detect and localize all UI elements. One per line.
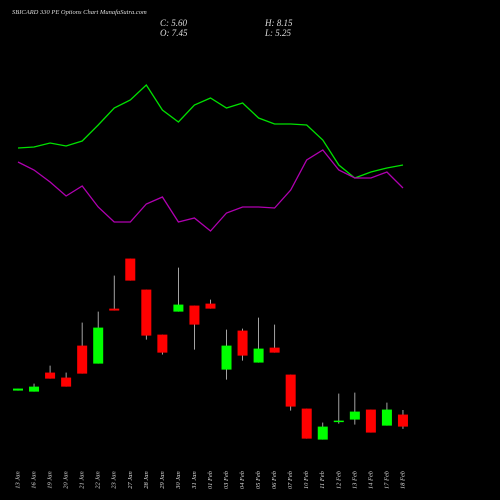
candle-body (205, 303, 216, 309)
candle-body (381, 409, 392, 426)
candle-body (301, 408, 312, 439)
x-tick-label: 01 Feb (207, 470, 214, 489)
x-tick-label: 16 Jan (31, 471, 38, 489)
x-tick-label: 22 Jan (95, 471, 102, 489)
x-tick-label: 18 Feb (399, 470, 406, 489)
candle-body (397, 414, 408, 427)
x-tick-label: 07 Feb (287, 470, 294, 489)
x-tick-label: 13 Jan (14, 471, 21, 489)
candle-body (45, 372, 56, 379)
x-tick-label: 23 Jan (111, 471, 118, 489)
x-tick-label: 12 Feb (335, 470, 342, 489)
candle-body (125, 258, 136, 281)
x-tick-label: 27 Jan (127, 471, 134, 489)
x-tick-label: 13 Feb (351, 470, 358, 489)
x-tick-label: 03 Feb (223, 470, 230, 489)
candle-body (13, 388, 23, 391)
candle-body (269, 347, 280, 353)
x-tick-label: 11 Feb (319, 470, 326, 488)
candle-body (93, 327, 104, 364)
candle-body (285, 374, 296, 407)
low-label: L: 5.25 (264, 28, 292, 38)
candle-body (317, 426, 328, 440)
x-tick-label: 10 Feb (303, 470, 310, 489)
x-tick-label: 19 Jan (47, 471, 54, 489)
open-label: O: 7.45 (160, 28, 188, 38)
candle-body (253, 348, 264, 363)
x-tick-label: 28 Jan (143, 471, 150, 489)
x-tick-label: 29 Jan (159, 471, 166, 489)
high-label: H: 8.15 (264, 18, 293, 28)
line-series (17, 83, 404, 179)
x-tick-label: 14 Feb (367, 470, 374, 489)
candle-body (109, 308, 120, 311)
candle-body (61, 377, 72, 387)
candle-body (333, 420, 344, 423)
candle-body (29, 386, 40, 392)
x-tick-label: 30 Jan (175, 471, 182, 490)
x-tick-label: 04 Feb (239, 470, 246, 489)
x-tick-label: 20 Jan (63, 471, 70, 489)
x-tick-label: 06 Feb (271, 470, 278, 489)
candle-body (189, 305, 200, 325)
candle-body (221, 345, 232, 370)
candle-body (77, 345, 88, 374)
x-tick-label: 31 Jan (191, 471, 198, 490)
line-series (17, 149, 404, 232)
candle-body (173, 304, 184, 312)
candle-body (349, 411, 360, 420)
x-tick-label: 05 Feb (255, 470, 262, 489)
close-label: C: 5.60 (160, 18, 188, 28)
candle-body (141, 289, 152, 336)
x-tick-label: 17 Feb (383, 470, 390, 489)
candle-body (157, 334, 168, 353)
chart-title: SBICARD 330 PE Options Chart MunafaSutra… (12, 9, 147, 16)
candle-body (365, 409, 376, 433)
candle-body (237, 330, 248, 356)
x-tick-label: 21 Jan (79, 471, 86, 489)
